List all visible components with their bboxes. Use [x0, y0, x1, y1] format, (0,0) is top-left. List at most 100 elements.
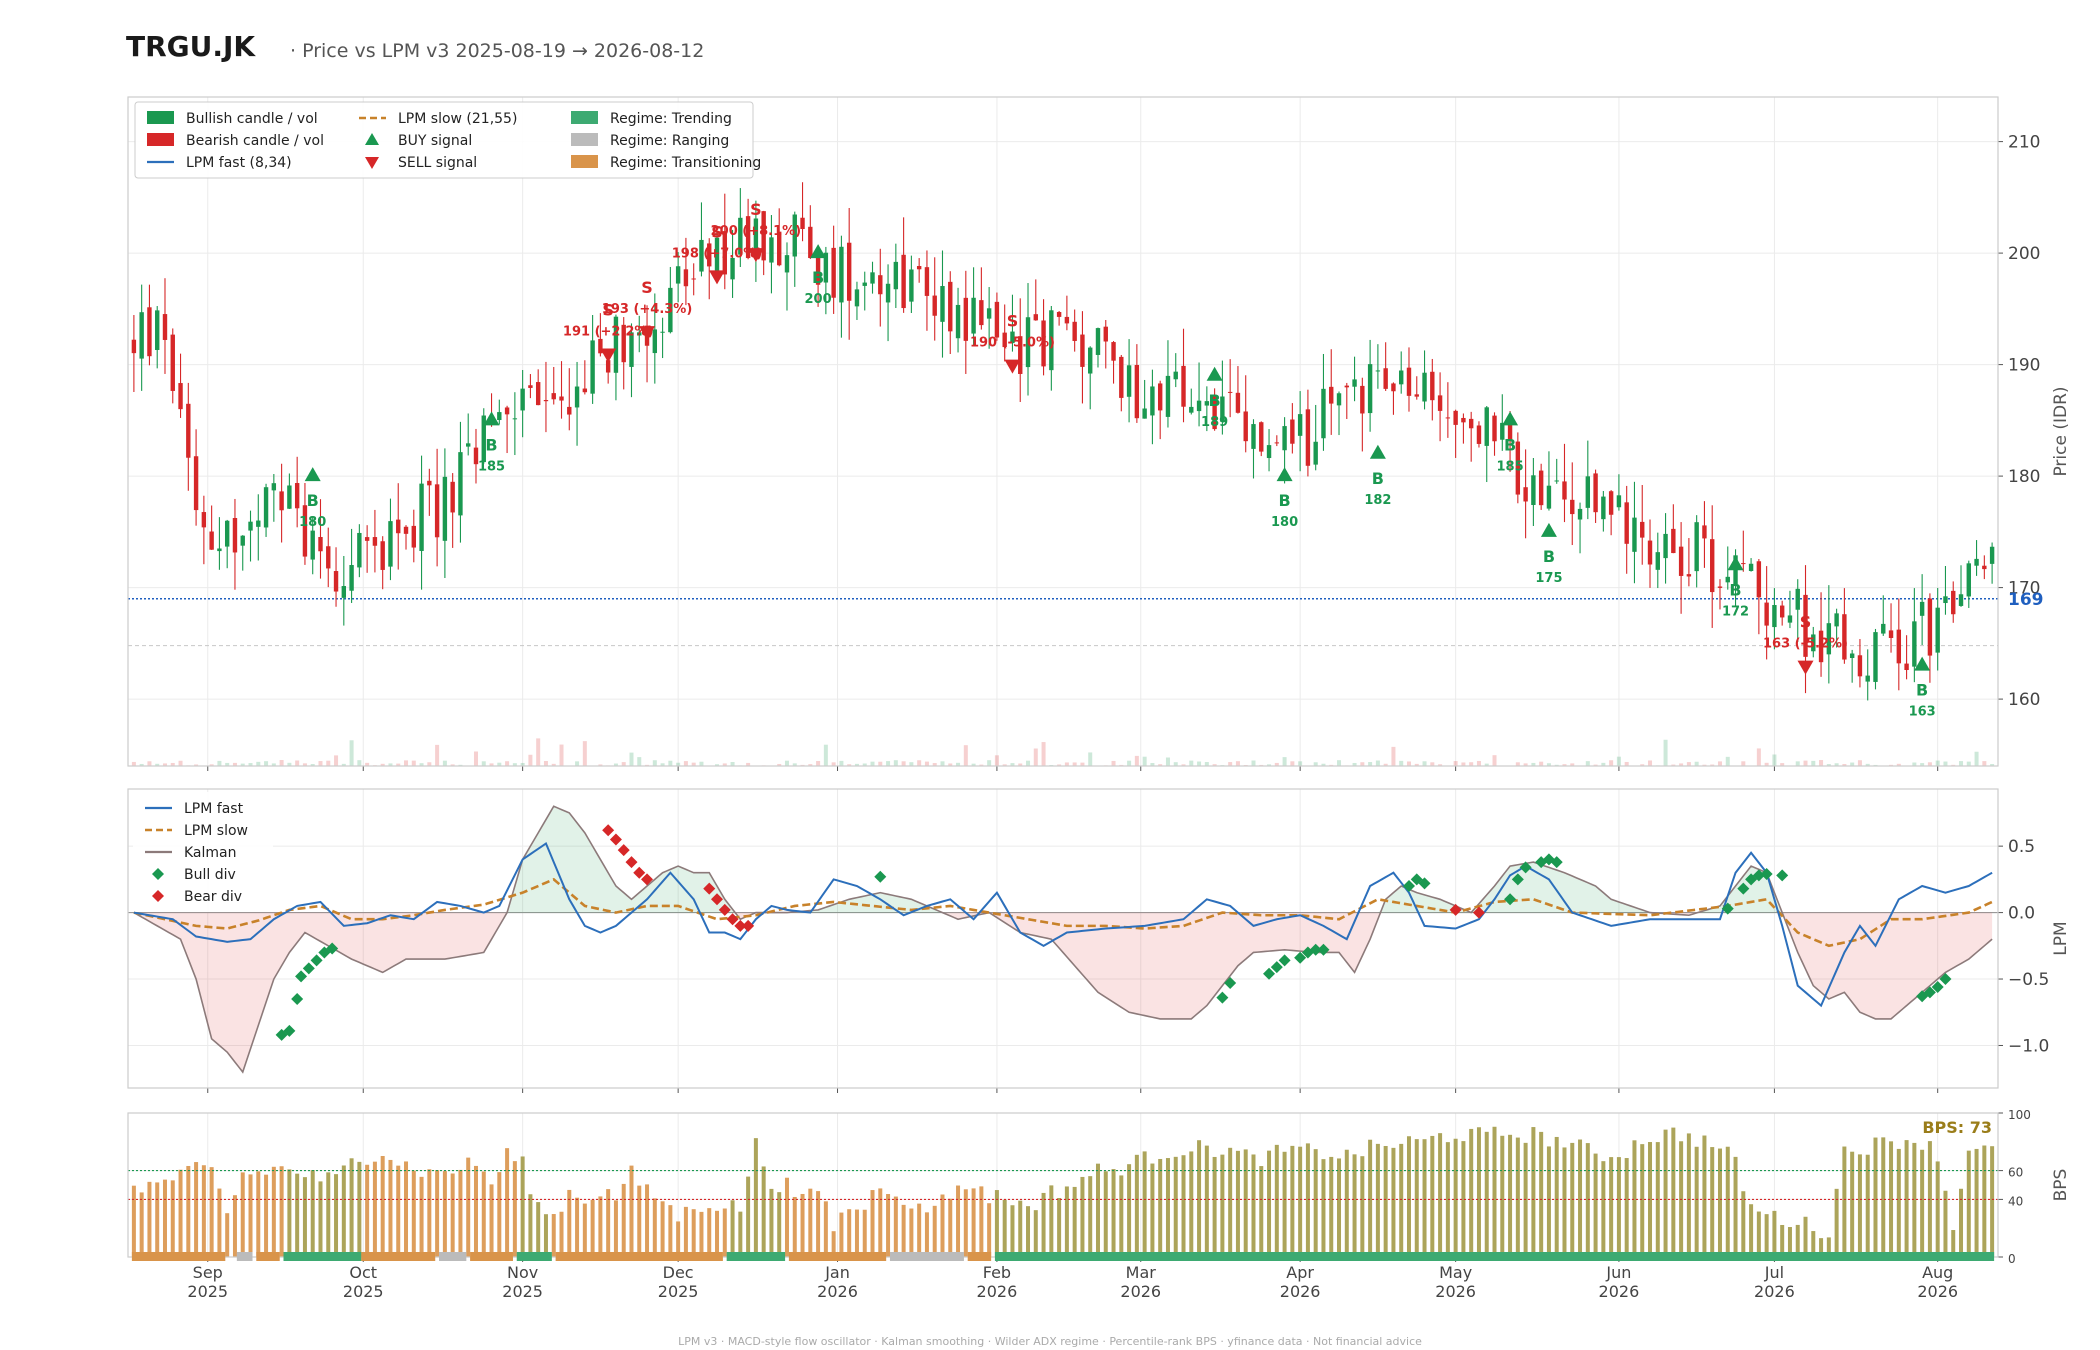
candle-body [831, 247, 836, 298]
candle-body [419, 483, 424, 551]
bps-bar [1803, 1216, 1808, 1257]
bps-bar [427, 1169, 432, 1257]
candle-body [1663, 533, 1668, 559]
volume-bar [1018, 763, 1023, 766]
volume-bar [1648, 760, 1653, 766]
volume-bar [1601, 762, 1606, 766]
volume-bar [1088, 752, 1093, 766]
bear-div-marker [641, 873, 654, 886]
volume-bar [1671, 764, 1676, 766]
bps-bar [256, 1171, 261, 1257]
volume-bar [427, 762, 432, 766]
candle-body [909, 269, 914, 302]
bull-div-marker [1776, 869, 1789, 882]
volume-bar [847, 764, 852, 766]
bps-bar [310, 1170, 315, 1257]
volume-bar [1461, 762, 1466, 766]
volume-bar [777, 763, 782, 766]
sell-signal-price: 191 (+2.2%) [563, 324, 654, 339]
candle-body [1943, 596, 1948, 604]
candle-body [341, 586, 347, 598]
candle-body [1080, 334, 1085, 367]
bps-bar [738, 1211, 743, 1257]
candle-body [1041, 320, 1046, 367]
bps-bar [1344, 1149, 1349, 1257]
bps-bar [435, 1170, 440, 1257]
candle-body [948, 281, 953, 332]
y-tick-label: 40 [2008, 1194, 2023, 1208]
volume-bar [1609, 760, 1614, 766]
y-tick-label: −1.0 [2008, 1036, 2049, 1056]
bps-bar [1406, 1136, 1411, 1257]
buy-signal-marker [810, 244, 827, 259]
bps-bar [543, 1214, 548, 1257]
bps-bar [396, 1165, 401, 1257]
candle-body [162, 314, 168, 340]
volume-bar [497, 762, 502, 766]
bps-bar [1189, 1151, 1194, 1257]
volume-bar [1399, 760, 1404, 766]
sell-signal-price: 200 (+8.1%) [711, 224, 802, 239]
volume-bar [792, 763, 797, 766]
bps-bar [1663, 1129, 1668, 1257]
bps-bar [1375, 1143, 1380, 1257]
volume-bar [1523, 763, 1528, 766]
bps-bar [1865, 1154, 1870, 1257]
candle-body [1951, 590, 1956, 615]
bps-bar [520, 1156, 525, 1257]
volume-bar [1406, 761, 1411, 766]
candle-body [1601, 496, 1606, 520]
volume-bar [349, 740, 354, 766]
candle-body [1049, 310, 1054, 371]
candle-body [1803, 594, 1808, 657]
bps-bar [1873, 1137, 1878, 1257]
volume-bar [963, 745, 968, 766]
bps-bar [1943, 1190, 1948, 1257]
bps-bar [1305, 1143, 1310, 1257]
bps-bar [1531, 1127, 1536, 1257]
candle-body [761, 211, 766, 261]
bps-bar [676, 1221, 681, 1257]
candle-body [1111, 342, 1116, 361]
volume-bar [1134, 755, 1139, 766]
candle-body [940, 286, 945, 322]
candle-body [209, 531, 214, 550]
x-tick-month: May [1439, 1263, 1472, 1282]
buy-signal-price: 175 [1535, 571, 1562, 586]
candle-body [279, 491, 284, 511]
x-tick-year: 2025 [343, 1282, 384, 1301]
bps-bar [334, 1174, 339, 1257]
candle-body [1546, 485, 1552, 509]
bps-bar [131, 1185, 136, 1257]
candle-body [753, 218, 759, 254]
volume-bar [1422, 761, 1427, 766]
candle-body [256, 520, 261, 527]
bear-div-marker [602, 824, 615, 837]
volume-bar [1290, 761, 1295, 766]
bps-bar [1298, 1146, 1303, 1257]
candle-body [1507, 422, 1513, 442]
y-tick-label: 170 [2008, 579, 2040, 599]
sell-signal-price: 193 (+4.3%) [602, 302, 693, 317]
bps-bar [178, 1169, 183, 1257]
bps-bar [466, 1157, 471, 1257]
volume-bar [411, 760, 416, 766]
bps-bar [1780, 1224, 1785, 1257]
volume-bar [1803, 760, 1808, 766]
volume-bar [730, 762, 735, 766]
y-tick-label: 0.0 [2008, 904, 2035, 924]
bps-bar [1064, 1186, 1069, 1257]
volume-bar [248, 763, 253, 766]
volume-bar [1057, 764, 1062, 766]
volume-bar [240, 763, 245, 766]
volume-bar [1966, 761, 1971, 766]
bps-bar [1290, 1145, 1295, 1257]
candle-body [675, 266, 681, 284]
volume-bar [1694, 761, 1699, 766]
candle-body [1904, 663, 1909, 671]
volume-bar [1819, 760, 1824, 766]
candle-body [1702, 525, 1707, 539]
bps-bar [893, 1196, 898, 1257]
volume-bar [979, 764, 984, 766]
volume-bar [302, 763, 307, 766]
